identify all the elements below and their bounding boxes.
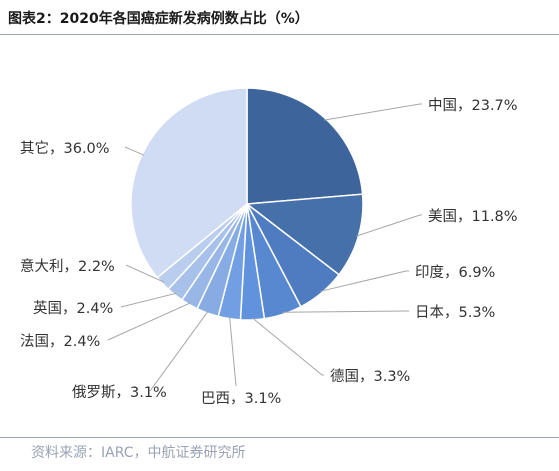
leader-line-7	[149, 310, 209, 392]
leader-line-1	[324, 103, 422, 121]
slice-label-6: 巴西，3.1%	[201, 391, 281, 407]
leader-line-3	[320, 270, 409, 292]
figure-title: 图表2：2020年各国癌症新发病例数占比（%）	[8, 11, 309, 27]
data-labels: 中国，23.7% 美国，11.8% 印度，6.9% 日本，5.3% 德国，3.3% 巴西，…	[20, 97, 518, 407]
leader-line-8	[107, 302, 191, 341]
source-note: 资料来源：IARC，中航证券研究所	[31, 445, 246, 461]
slice-label-5: 德国，3.3%	[330, 368, 410, 385]
slice-label-3: 印度，6.9%	[415, 264, 495, 281]
leader-line-10	[125, 264, 165, 283]
slice-label-2: 美国，11.8%	[428, 208, 518, 225]
source-divider	[0, 437, 559, 438]
leader-line-2	[356, 214, 422, 237]
leader-line-11	[124, 146, 145, 156]
leader-line-6	[229, 316, 237, 387]
slice-label-8: 法国，2.4%	[20, 333, 100, 350]
slice-label-10: 意大利，2.2%	[20, 257, 115, 275]
slice-label-11: 其它，36.0%	[20, 139, 110, 157]
leader-line-4	[282, 310, 409, 313]
title-divider	[0, 34, 559, 35]
leader-line-9	[120, 292, 177, 308]
pie-slices	[130, 87, 364, 321]
slice-label-1: 中国，23.7%	[428, 97, 518, 114]
slice-label-9: 英国，2.4%	[33, 299, 113, 317]
slice-label-7: 俄罗斯，3.1%	[72, 384, 167, 401]
leader-line-5	[252, 317, 324, 376]
pie-slice-2	[245, 193, 364, 276]
leader-lines	[107, 103, 422, 392]
pie-slice-1	[246, 87, 364, 205]
slice-label-4: 日本，5.3%	[415, 304, 495, 321]
